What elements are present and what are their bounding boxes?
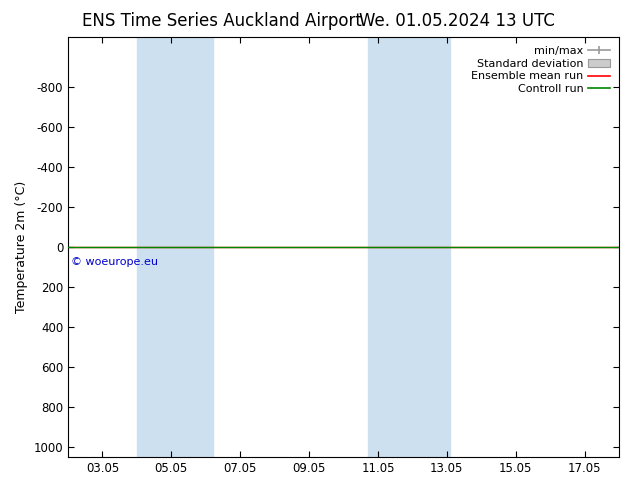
Text: We. 01.05.2024 13 UTC: We. 01.05.2024 13 UTC	[359, 12, 554, 30]
Text: ENS Time Series Auckland Airport: ENS Time Series Auckland Airport	[82, 12, 362, 30]
Legend: min/max, Standard deviation, Ensemble mean run, Controll run: min/max, Standard deviation, Ensemble me…	[468, 43, 614, 98]
Bar	[368, 37, 450, 457]
Bar	[137, 37, 212, 457]
Text: © woeurope.eu: © woeurope.eu	[72, 257, 158, 267]
Y-axis label: Temperature 2m (°C): Temperature 2m (°C)	[15, 181, 28, 313]
